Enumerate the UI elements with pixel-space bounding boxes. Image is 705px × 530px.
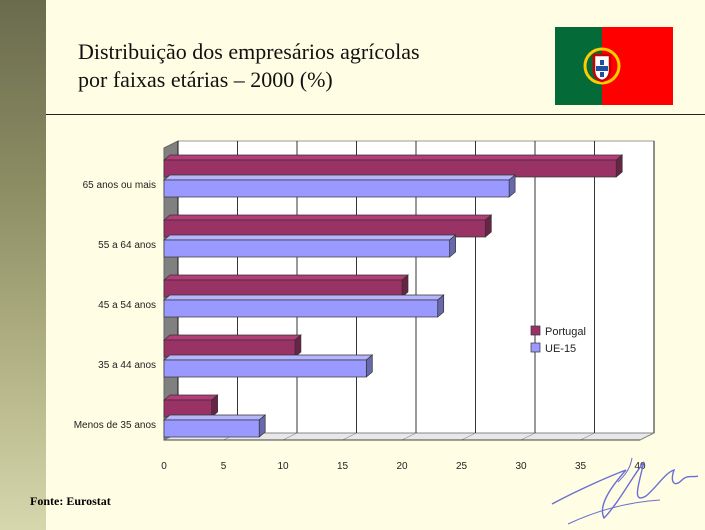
floor-line-10 (282, 432, 298, 441)
floor-line-20 (401, 432, 417, 441)
category-label-2: 45 a 54 anos (98, 300, 156, 311)
bar-top-face (163, 174, 517, 181)
tick-label-25: 25 (456, 461, 468, 472)
bar-portugal-2 (163, 274, 409, 298)
tick-label-30: 30 (515, 461, 527, 472)
legend-label-portugal: Portugal (545, 326, 586, 338)
bar-top-face (163, 154, 624, 161)
bar-ue-15-0 (163, 174, 517, 198)
legend-label-ue-15: UE-15 (545, 343, 576, 355)
flag-red-field (602, 27, 673, 105)
bar-top-face (163, 414, 267, 421)
legend-swatch-portugal (530, 325, 541, 336)
bar-top-face (163, 294, 445, 301)
bar-front-face (163, 419, 260, 438)
floor-line-30 (520, 432, 536, 441)
chart-category-labels: 65 anos ou mais 55 a 64 anos 45 a 54 anos 3… (74, 180, 156, 431)
bar-front-face (163, 299, 439, 318)
tick-label-5: 5 (221, 461, 227, 472)
left-decorative-band (0, 0, 46, 530)
category-label-3: 35 a 44 anos (98, 360, 156, 371)
category-label-0: 65 anos ou mais (83, 180, 156, 191)
tick-label-15: 15 (337, 461, 349, 472)
flag-armillary-sphere (583, 47, 621, 85)
bar-front-face (163, 239, 450, 258)
bar-portugal-1 (163, 214, 493, 238)
bar-front-face (163, 359, 367, 378)
chart-legend: Portugal UE-15 (530, 325, 586, 355)
legend-swatch-ue-15 (530, 342, 541, 353)
flag-quinas (596, 60, 608, 77)
bar-ue-15-1 (163, 234, 457, 258)
title-line-1: Distribuição dos empresários agrícolas (78, 39, 420, 64)
bar-top-face (163, 354, 374, 361)
tick-label-35: 35 (575, 461, 587, 472)
bar-portugal-3 (163, 334, 302, 358)
tick-label-20: 20 (396, 461, 408, 472)
bar-ue-15-2 (163, 294, 445, 318)
title-divider (46, 114, 705, 115)
tick-label-10: 10 (277, 461, 289, 472)
signature-scribble (551, 457, 699, 525)
bar-top-face (163, 214, 493, 221)
title-line-2: por faixas etárias – 2000 (%) (78, 67, 333, 92)
bar-portugal-4 (163, 394, 219, 418)
floor-line-40 (639, 432, 655, 441)
bar-front-face (163, 159, 617, 178)
bar-top-face (163, 394, 219, 401)
bar-ue-15-3 (163, 354, 374, 378)
bar-front-face (163, 279, 403, 298)
chart-bars (163, 154, 624, 438)
bar-top-face (163, 274, 409, 281)
portugal-flag-icon (555, 27, 673, 105)
category-label-1: 55 a 64 anos (98, 240, 156, 251)
category-label-4: Menos de 35 anos (74, 420, 156, 431)
bar-front-face (163, 219, 486, 238)
slide-title: Distribuição dos empresários agrícolas p… (78, 38, 538, 94)
bar-front-face (163, 179, 510, 198)
floor-line-15 (342, 432, 357, 441)
bar-top-face (163, 334, 302, 341)
bar-top-face (163, 234, 457, 241)
bar-portugal-0 (163, 154, 624, 178)
tick-label-0: 0 (161, 461, 167, 472)
bar-front-face (163, 339, 296, 358)
floor-line-35 (580, 432, 595, 441)
bar-front-face (163, 399, 212, 418)
source-note: Fonte: Eurostat (30, 494, 111, 508)
bar-ue-15-4 (163, 414, 267, 438)
floor-line-25 (461, 432, 476, 441)
